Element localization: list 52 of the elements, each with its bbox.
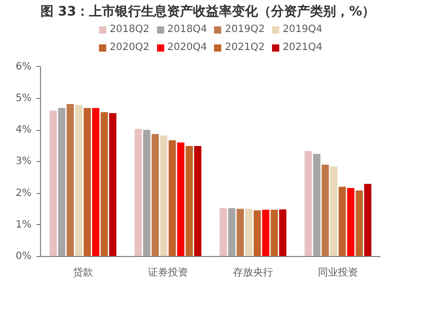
bar	[220, 208, 227, 256]
bar	[322, 164, 329, 256]
bar	[58, 108, 66, 256]
x-tick-label: 同业投资	[318, 266, 358, 278]
bar	[177, 142, 184, 256]
bar	[270, 210, 278, 256]
bar	[84, 108, 91, 256]
y-tick-label: 6%	[16, 61, 32, 72]
bar	[143, 130, 150, 256]
bar	[100, 112, 108, 256]
legend-label: 2019Q2	[225, 23, 265, 35]
bar	[330, 166, 338, 256]
bar	[338, 186, 346, 256]
legend-label: 2019Q4	[282, 23, 322, 35]
bar	[92, 108, 100, 256]
bar	[364, 184, 372, 256]
legend-label: 2018Q4	[167, 23, 207, 35]
bar	[66, 104, 74, 256]
bar	[313, 154, 320, 256]
bar	[168, 140, 176, 256]
bar	[194, 146, 202, 256]
bar	[75, 104, 82, 256]
x-tick-label: 贷款	[73, 266, 93, 278]
bar	[356, 190, 363, 256]
bar	[228, 208, 236, 256]
bar	[304, 151, 312, 256]
bar	[245, 208, 252, 256]
bar	[50, 110, 57, 256]
x-tick-label: 存放央行	[233, 266, 273, 278]
y-tick-label: 4%	[16, 124, 32, 136]
bar	[262, 210, 270, 256]
y-tick-label: 2%	[16, 188, 32, 199]
y-tick-label: 0%	[16, 251, 32, 262]
bar	[254, 210, 261, 256]
x-tick-label: 证券投资	[148, 266, 188, 278]
legend-label: 2020Q2	[110, 41, 150, 53]
legend-label: 2021Q2	[225, 41, 265, 53]
y-tick-label: 1%	[16, 219, 32, 230]
legend-label: 2020Q4	[167, 41, 207, 53]
bar	[109, 113, 116, 256]
chart-title: 图 33：上市银行生息资产收益率变化（分资产类别，%）	[40, 4, 376, 20]
bar	[186, 146, 193, 256]
y-tick-label: 5%	[16, 93, 32, 104]
y-tick-label: 3%	[16, 156, 32, 168]
bar	[152, 134, 159, 256]
bar	[236, 208, 244, 256]
bar	[279, 209, 286, 256]
bar	[347, 188, 354, 256]
legend-label: 2018Q2	[110, 23, 150, 35]
bar	[134, 128, 142, 256]
legend-label: 2021Q4	[282, 41, 322, 53]
bar	[160, 136, 168, 256]
